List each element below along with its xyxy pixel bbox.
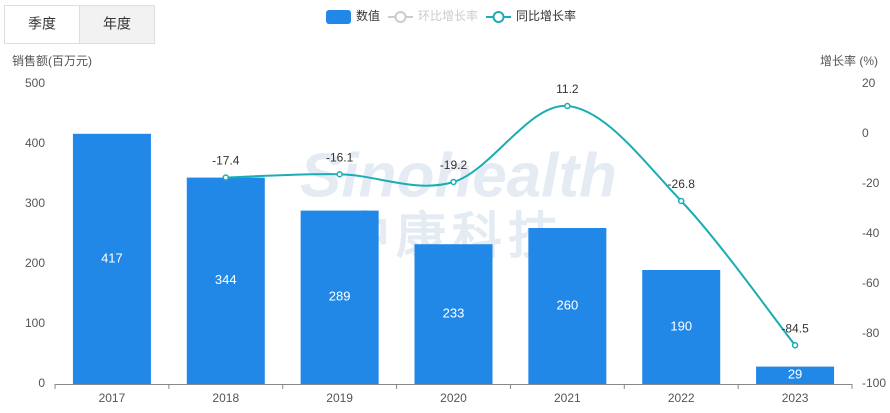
x-tick-label: 2023 — [782, 391, 809, 405]
y-tick-label: 500 — [25, 76, 45, 90]
y2-tick-label: 0 — [862, 126, 869, 140]
bar-label: 190 — [670, 318, 692, 333]
line-label: 11.2 — [556, 82, 579, 96]
bar-label: 417 — [101, 250, 123, 265]
y-tick-label: 200 — [25, 256, 45, 270]
bar — [528, 228, 607, 384]
legend-swatch[interactable] — [394, 11, 407, 23]
y-tick-label: 0 — [38, 376, 45, 390]
y2-tick-label: -40 — [862, 226, 880, 240]
x-tick-label: 2022 — [668, 391, 695, 405]
bar — [642, 270, 721, 384]
line-point — [564, 102, 571, 110]
y2-axis-label: 增长率 (%) — [820, 53, 878, 68]
bar-label: 344 — [215, 272, 237, 287]
line-label: -26.8 — [668, 177, 696, 191]
bar-label: 29 — [788, 367, 802, 382]
tab-active[interactable] — [79, 5, 155, 44]
tab-label[interactable]: 季度 — [28, 16, 56, 32]
bar — [72, 133, 151, 384]
y2-tick-label: 20 — [862, 76, 876, 90]
y-tick-label: 400 — [25, 136, 45, 150]
legend-swatch[interactable] — [326, 10, 351, 24]
bar — [756, 366, 835, 384]
x-tick-label: 2017 — [99, 391, 126, 405]
bar-label: 233 — [443, 306, 465, 321]
y2-tick-label: -20 — [862, 176, 880, 190]
line-label: -17.4 — [212, 154, 240, 168]
y2-tick-label: -100 — [862, 376, 886, 390]
y-axis-label: 销售额(百万元) — [12, 53, 92, 68]
y-tick-label: 100 — [25, 316, 45, 330]
x-tick-label: 2020 — [440, 391, 467, 405]
legend-label[interactable]: 数值 — [356, 8, 380, 23]
bar-label: 289 — [329, 289, 351, 304]
tab-label[interactable]: 年度 — [103, 16, 131, 32]
bar — [300, 210, 379, 384]
line-point — [336, 171, 343, 178]
line-label: -84.5 — [781, 321, 809, 335]
y2-tick-label: -60 — [862, 276, 880, 290]
x-tick-label: 2018 — [212, 391, 239, 405]
y-tick-label: 300 — [25, 196, 45, 210]
legend-label[interactable]: 环比增长率 — [418, 8, 478, 23]
line-point — [791, 342, 799, 349]
line-point — [450, 178, 457, 186]
x-tick-label: 2021 — [554, 391, 581, 405]
y2-tick-label: -80 — [862, 326, 880, 340]
line-label: -16.1 — [326, 150, 354, 164]
line-label: -19.2 — [440, 158, 468, 172]
bar — [186, 177, 265, 384]
bar — [414, 244, 493, 384]
line-point — [677, 197, 685, 205]
tab[interactable] — [4, 5, 80, 44]
x-tick-label: 2019 — [326, 391, 353, 405]
bar-label: 260 — [557, 297, 579, 312]
legend-label[interactable]: 同比增长率 — [516, 8, 576, 23]
legend-swatch[interactable] — [492, 11, 505, 23]
line-point — [222, 174, 230, 181]
